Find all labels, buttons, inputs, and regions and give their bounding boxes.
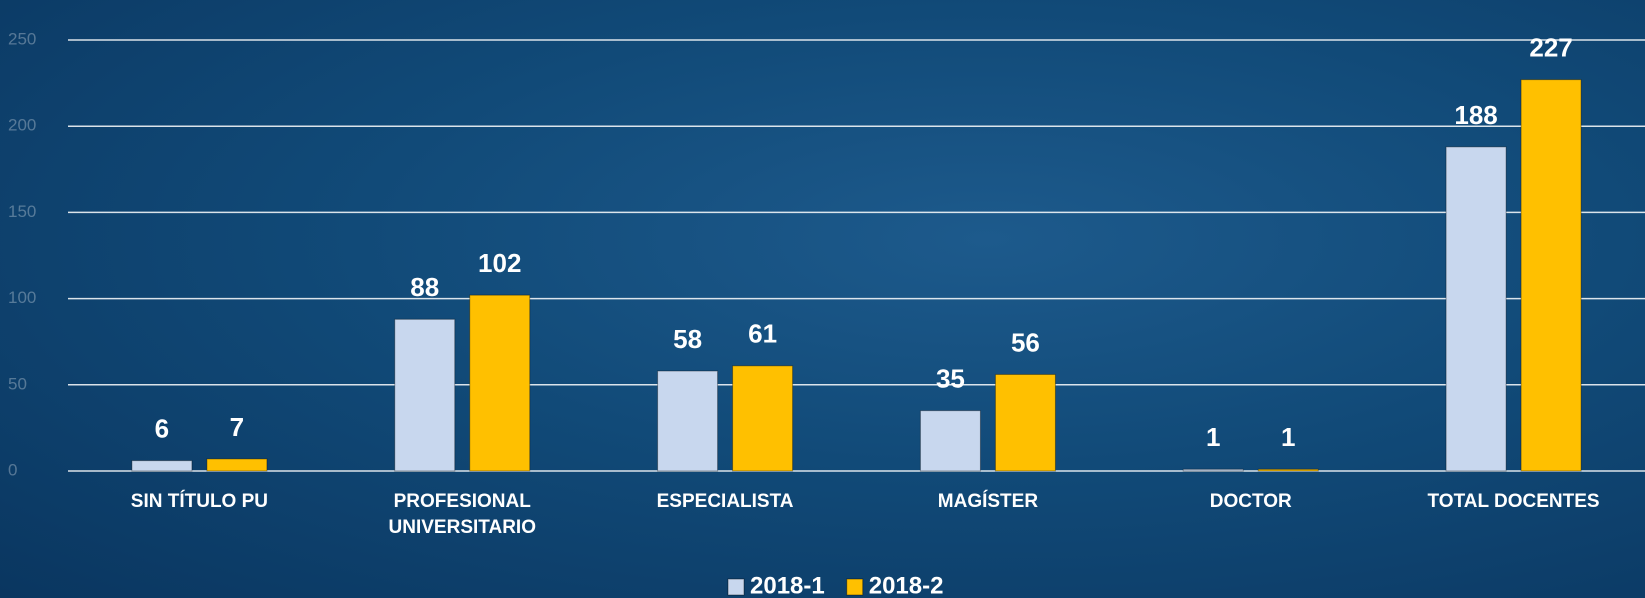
data-label: 188 bbox=[1454, 100, 1497, 130]
bar bbox=[206, 458, 268, 472]
legend-label: 2018-2 bbox=[869, 572, 944, 598]
bar bbox=[469, 294, 531, 472]
data-label: 1 bbox=[1206, 422, 1220, 452]
bar bbox=[131, 460, 193, 472]
y-tick-label: 50 bbox=[8, 374, 27, 393]
y-tick-label: 0 bbox=[8, 460, 17, 479]
data-label: 102 bbox=[478, 248, 521, 278]
data-label: 58 bbox=[673, 324, 702, 354]
legend-swatch bbox=[846, 578, 864, 596]
x-tick-label: ESPECIALISTA bbox=[656, 491, 794, 512]
bar bbox=[1445, 146, 1507, 472]
bar bbox=[919, 410, 981, 472]
data-label: 88 bbox=[410, 272, 439, 302]
y-tick-label: 150 bbox=[8, 202, 36, 221]
data-label: 56 bbox=[1011, 327, 1040, 357]
data-label: 6 bbox=[155, 414, 169, 444]
data-label: 7 bbox=[230, 412, 244, 442]
bar bbox=[394, 318, 456, 472]
data-label: 61 bbox=[748, 319, 777, 349]
x-tick-label: MAGÍSTER bbox=[937, 491, 1039, 512]
data-label: 35 bbox=[936, 364, 965, 394]
bar bbox=[1257, 468, 1319, 472]
y-tick-label: 250 bbox=[8, 29, 36, 48]
x-tick-label: TOTAL DOCENTES bbox=[1427, 491, 1600, 512]
legend-swatch bbox=[727, 578, 745, 596]
bar bbox=[1520, 79, 1582, 472]
legend-label: 2018-1 bbox=[750, 572, 825, 598]
x-tick-label: DOCTOR bbox=[1209, 491, 1292, 512]
bar bbox=[994, 373, 1056, 472]
y-tick-label: 200 bbox=[8, 116, 36, 135]
data-label: 1 bbox=[1281, 422, 1295, 452]
x-tick-label: PROFESIONAL UNIVERSITARIO bbox=[388, 491, 536, 538]
data-label: 227 bbox=[1529, 33, 1572, 63]
bar bbox=[1182, 468, 1244, 472]
bar bbox=[657, 370, 719, 472]
y-tick-label: 100 bbox=[8, 288, 36, 307]
x-tick-label: SIN TÍTULO PU bbox=[130, 491, 269, 512]
bar bbox=[732, 365, 794, 472]
